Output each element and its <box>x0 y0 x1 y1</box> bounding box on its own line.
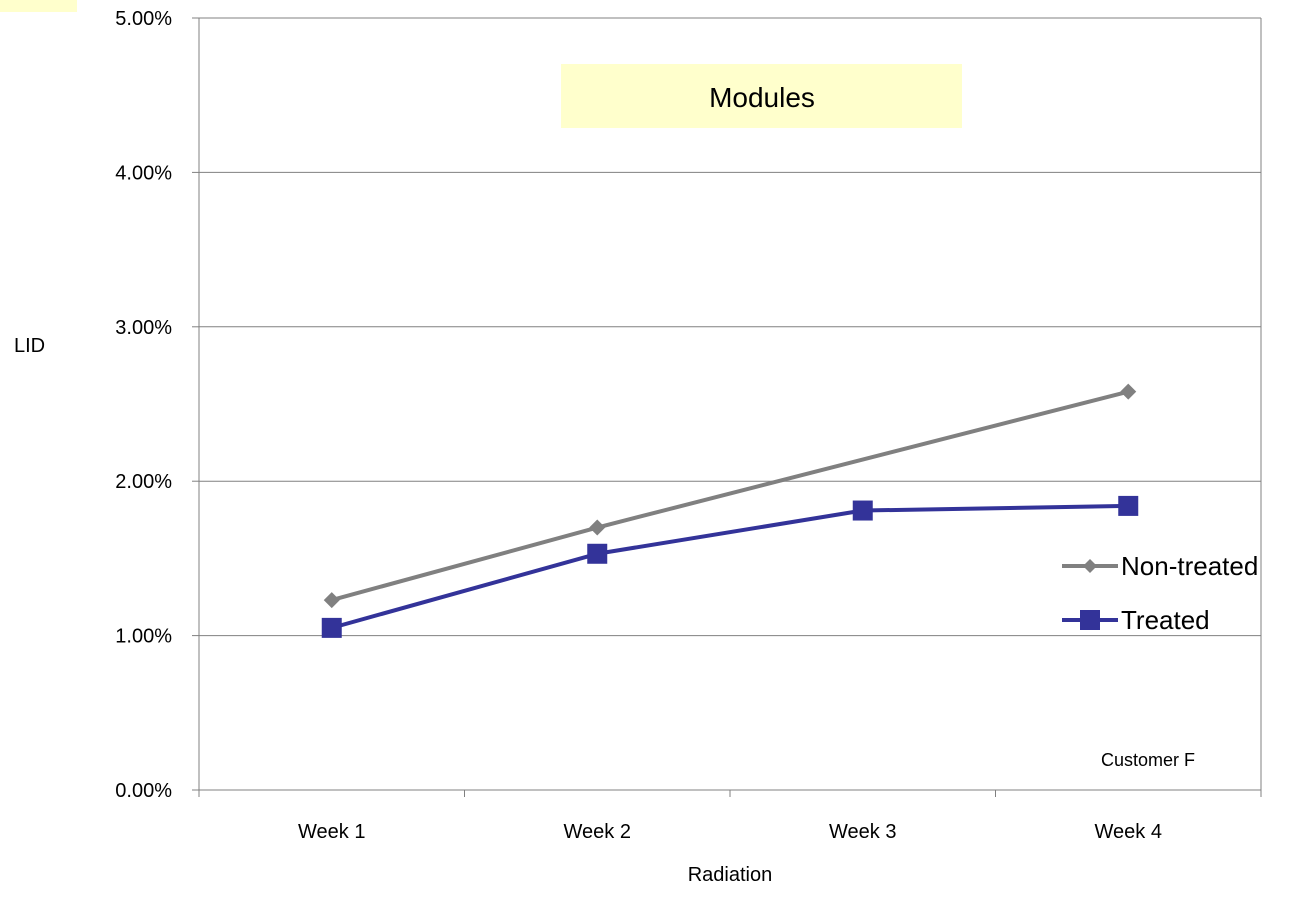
x-tick-labels: Week 1 Week 2 Week 3 Week 4 <box>298 821 1162 843</box>
y-tick-label: 4.00% <box>115 162 172 184</box>
y-tick-label: 3.00% <box>115 317 172 339</box>
legend-label-non-treated: Non-treated <box>1121 551 1258 581</box>
customer-annotation: Customer F <box>1101 750 1195 770</box>
axes <box>192 17 1262 797</box>
legend: Non-treated Treated <box>1062 551 1258 635</box>
x-axis-title: Radiation <box>688 864 773 886</box>
corner-highlight <box>0 0 77 12</box>
gridlines <box>199 17 1261 791</box>
chart-title: Modules <box>709 82 815 113</box>
y-tick-label: 2.00% <box>115 471 172 493</box>
y-tick-label: 1.00% <box>115 626 172 648</box>
legend-marker-treated <box>1080 610 1100 630</box>
y-axis-title: LID <box>14 335 45 357</box>
x-tick-label-week-2: Week 2 <box>564 821 631 843</box>
x-tick-label-week-1: Week 1 <box>298 821 365 843</box>
y-tick-label: 0.00% <box>115 780 172 802</box>
point-non-treated-week-1 <box>323 592 340 609</box>
chart-title-box <box>561 64 962 128</box>
point-treated-week-3 <box>852 500 873 521</box>
point-treated-week-2 <box>587 543 608 564</box>
series-layer <box>321 383 1139 638</box>
y-tick-label: 5.00% <box>115 8 172 30</box>
point-treated-week-4 <box>1118 495 1139 516</box>
point-non-treated-week-4 <box>1120 383 1137 400</box>
legend-marker-non-treated <box>1083 559 1097 573</box>
point-treated-week-1 <box>321 617 342 638</box>
legend-label-treated: Treated <box>1121 605 1210 635</box>
series-line-non-treated <box>331 389 1129 603</box>
x-tick-label-week-3: Week 3 <box>829 821 896 843</box>
x-tick-label-week-4: Week 4 <box>1095 821 1162 843</box>
y-tick-labels: 0.00% 1.00% 2.00% 3.00% 4.00% 5.00% <box>115 8 172 802</box>
series-line-treated <box>331 503 1129 630</box>
point-non-treated-week-2 <box>589 519 606 536</box>
